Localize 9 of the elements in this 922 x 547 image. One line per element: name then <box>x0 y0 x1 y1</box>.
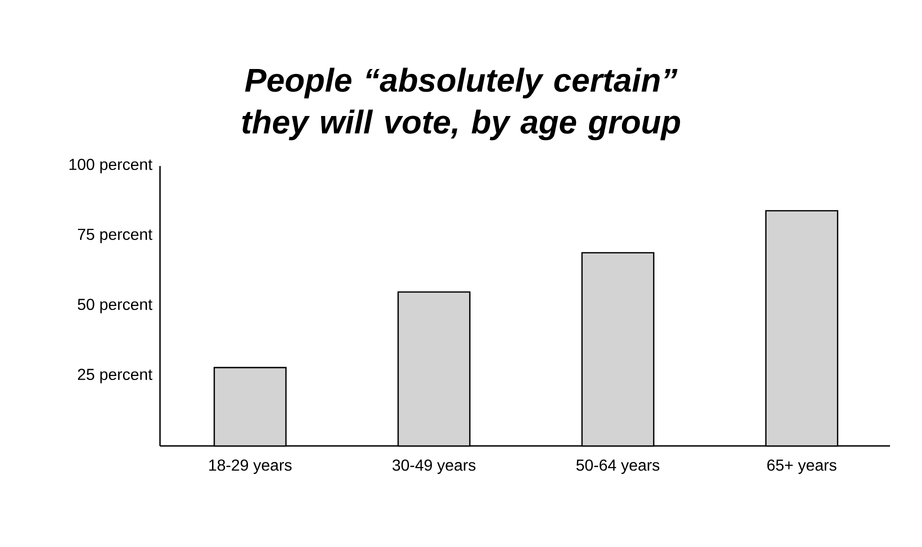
y-tick-label: 75 percent <box>78 228 152 244</box>
x-tick-label: 30-49 years <box>392 460 476 474</box>
x-tick-label: 18-29 years <box>209 460 292 474</box>
chart-title: People “absolutely certain” they will vote, by age group <box>242 68 680 140</box>
y-tick-label: 100 percent <box>70 158 152 174</box>
x-tick-label: 65+ years <box>767 460 836 474</box>
x-tick-label: 50-64 years <box>576 460 660 474</box>
y-tick-label: 25 percent <box>78 368 152 384</box>
y-tick-label: 50 percent <box>78 298 152 314</box>
